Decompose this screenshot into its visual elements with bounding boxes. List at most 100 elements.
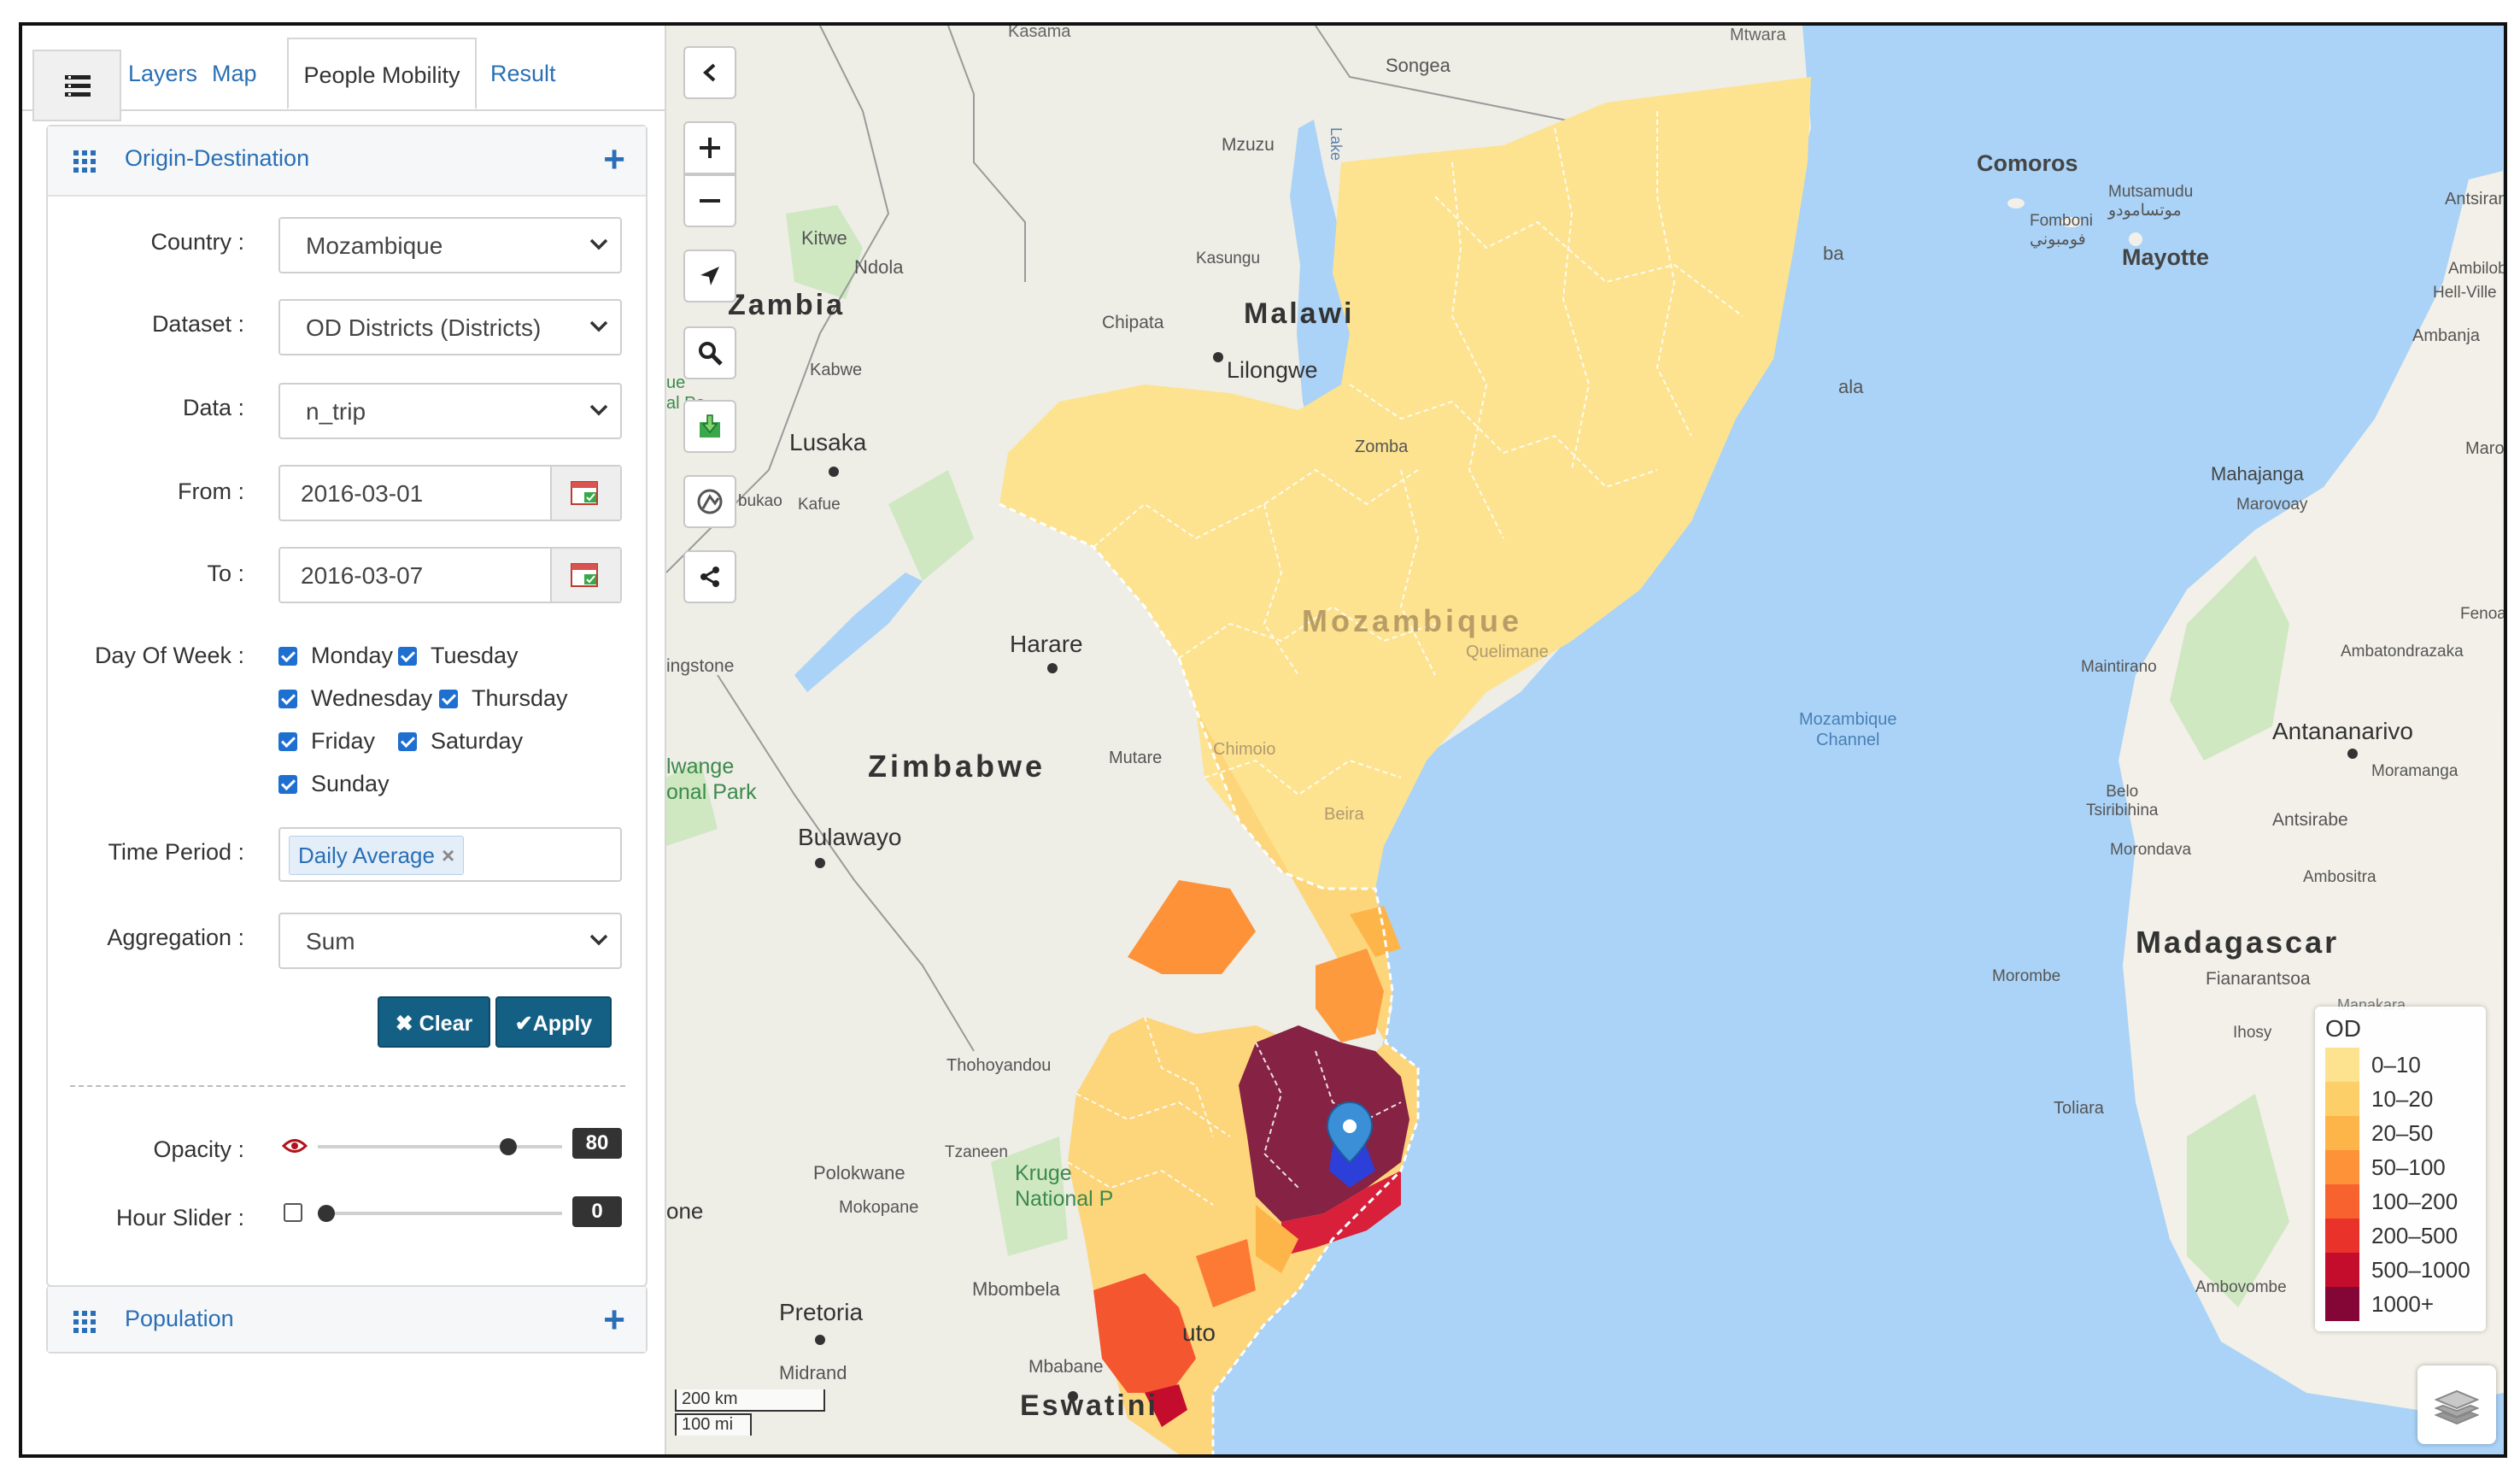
time-period-multiselect[interactable]: Daily Average × — [278, 827, 622, 882]
clear-label: Clear — [419, 1012, 473, 1036]
plus-icon — [700, 138, 720, 158]
place-label: Maintirano — [2081, 658, 2157, 676]
place-label: one — [666, 1198, 704, 1224]
measure-button[interactable] — [683, 475, 736, 528]
grid-icon — [73, 150, 96, 173]
checkbox-monday[interactable]: Monday — [278, 643, 393, 669]
place-label: Fomboni فومبوني — [2030, 212, 2093, 249]
place-label: Quelimane — [1466, 643, 1549, 661]
tab-map[interactable]: Map — [212, 61, 257, 86]
legend-item: 1000+ — [2325, 1287, 2434, 1321]
place-label: Kabwe — [810, 361, 863, 379]
to-date-value: 2016-03-07 — [301, 562, 424, 589]
legend-item: 0–10 — [2325, 1048, 2421, 1082]
locate-button[interactable] — [683, 250, 736, 302]
place-label: Hell-Ville — [2433, 284, 2497, 302]
place-label: Antsiran — [2445, 190, 2504, 208]
population-header[interactable]: Population + — [48, 1287, 646, 1352]
checkbox-box[interactable] — [439, 689, 458, 708]
legend-swatch — [2325, 1082, 2359, 1116]
hour-slider[interactable] — [318, 1198, 562, 1229]
opacity-slider[interactable] — [318, 1131, 562, 1162]
country-label: Mayotte — [2122, 244, 2210, 270]
tab-people-mobility[interactable]: People Mobility — [287, 38, 477, 109]
origin-destination-header[interactable]: Origin-Destination + — [48, 126, 646, 197]
checkbox-saturday[interactable]: Saturday — [398, 728, 523, 755]
to-calendar-button[interactable] — [550, 549, 620, 602]
checkbox-box[interactable] — [398, 646, 417, 666]
opacity-label: Opacity : — [153, 1136, 244, 1162]
from-date-input[interactable]: 2016-03-01 — [278, 465, 622, 521]
to-date-input[interactable]: 2016-03-07 — [278, 547, 622, 603]
country-label: Zimbabwe — [868, 749, 1046, 784]
data-select[interactable]: n_trip — [278, 383, 622, 439]
menu-toggle-button[interactable] — [32, 50, 121, 121]
download-button[interactable] — [683, 400, 736, 453]
checkbox-wednesday[interactable]: Wednesday — [278, 685, 432, 712]
map-view[interactable]: Kasama Mtwara Songea Mzuzu Lake Kitwe Nd… — [666, 26, 2504, 1454]
from-date-value: 2016-03-01 — [301, 480, 424, 507]
place-label: Ihosy — [2233, 1024, 2272, 1042]
place-label: Lilongwe — [1227, 357, 1318, 383]
checkbox-box[interactable] — [278, 731, 297, 751]
side-panel: Layers Map People Mobility Result Origin… — [22, 26, 666, 1454]
expand-plus-icon[interactable]: + — [603, 1299, 625, 1341]
checkbox-friday[interactable]: Friday — [278, 728, 375, 755]
share-button[interactable] — [683, 550, 736, 603]
checkbox-box[interactable] — [278, 646, 297, 666]
place-label: Antsirabe — [2272, 810, 2348, 830]
slider-handle[interactable] — [318, 1205, 335, 1222]
scale-km: 200 km — [675, 1389, 825, 1412]
dataset-select[interactable]: OD Districts (Districts) — [278, 299, 622, 355]
time-period-label: Time Period : — [108, 839, 244, 865]
checkbox-box[interactable] — [278, 689, 297, 708]
tab-layers[interactable]: Layers — [128, 61, 198, 86]
legend-label: 100–200 — [2371, 1188, 2458, 1214]
place-label: Kasungu — [1196, 250, 1261, 267]
legend-swatch — [2325, 1253, 2359, 1287]
country-select[interactable]: Mozambique — [278, 217, 622, 273]
from-calendar-button[interactable] — [550, 467, 620, 520]
chip-remove-icon[interactable]: × — [441, 843, 455, 868]
legend-swatch — [2325, 1287, 2359, 1321]
checkbox-thursday[interactable]: Thursday — [439, 685, 568, 712]
hour-value-badge: 0 — [572, 1196, 622, 1227]
place-label: Ambovombe — [2195, 1278, 2287, 1296]
collapse-panel-button[interactable] — [683, 46, 736, 99]
country-label: Mozambique — [1302, 603, 1523, 638]
place-label: Kasama — [1008, 26, 1071, 41]
hour-slider-checkbox[interactable] — [284, 1203, 302, 1222]
expand-plus-icon[interactable]: + — [603, 138, 625, 180]
apply-button[interactable]: ✔Apply — [495, 996, 612, 1048]
legend-item: 200–500 — [2325, 1219, 2458, 1253]
tab-result[interactable]: Result — [490, 61, 556, 86]
slider-track — [318, 1212, 562, 1215]
slider-track — [318, 1145, 562, 1148]
checkbox-tuesday[interactable]: Tuesday — [398, 643, 519, 669]
share-icon — [700, 567, 719, 587]
legend-swatch — [2325, 1048, 2359, 1082]
search-button[interactable] — [683, 326, 736, 379]
place-label: Lusaka — [789, 429, 867, 455]
scale-mi: 100 mi — [675, 1413, 752, 1436]
checkbox-box[interactable] — [398, 731, 417, 751]
checkbox-label: Thursday — [472, 685, 568, 711]
calendar-icon — [571, 563, 598, 587]
legend-label: 20–50 — [2371, 1119, 2434, 1146]
place-label: Kitwe — [801, 227, 847, 249]
zoom-in-button[interactable] — [683, 121, 736, 174]
slider-handle[interactable] — [500, 1138, 517, 1155]
layers-icon — [2435, 1389, 2479, 1425]
to-label: To : — [207, 561, 244, 586]
aggregation-select[interactable]: Sum — [278, 913, 622, 969]
apply-label: Apply — [532, 1012, 593, 1036]
opacity-value-badge: 80 — [572, 1128, 622, 1159]
checkbox-box[interactable] — [278, 774, 297, 794]
place-label: Thohoyandou — [946, 1056, 1052, 1075]
checkbox-sunday[interactable]: Sunday — [278, 771, 390, 797]
layers-switcher-button[interactable] — [2417, 1365, 2496, 1444]
aggregation-value: Sum — [306, 928, 355, 954]
region-coast-orange — [1256, 1205, 1298, 1273]
clear-button[interactable]: ✖ Clear — [378, 996, 490, 1048]
zoom-out-button[interactable] — [683, 174, 736, 227]
